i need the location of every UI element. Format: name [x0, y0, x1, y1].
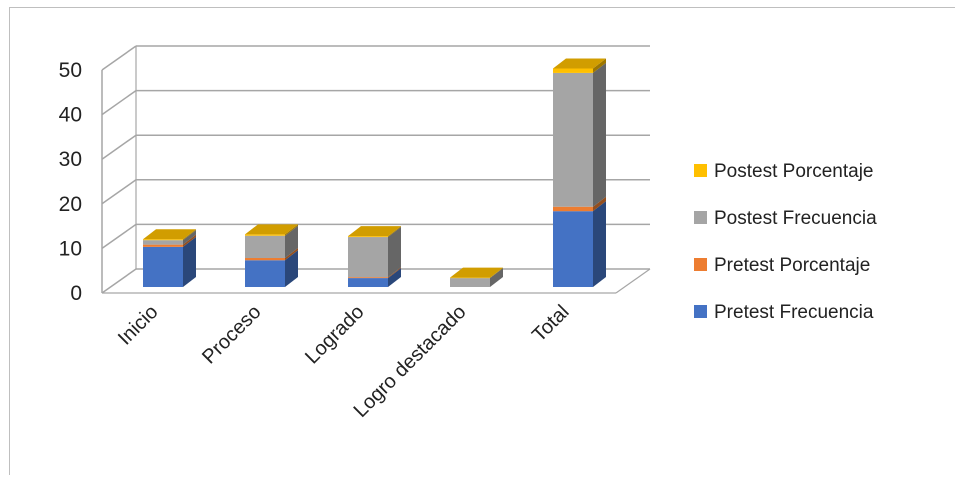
bar-front: [245, 235, 285, 259]
bar-front: [553, 68, 593, 73]
bar-segment: [348, 227, 401, 278]
bar-segment: [245, 250, 298, 287]
x-tick-label: Total: [528, 301, 573, 346]
bar-side: [490, 267, 503, 279]
bar-segment: [143, 229, 196, 241]
legend-swatch: [694, 258, 707, 271]
bar-segment: [450, 268, 503, 287]
bar-side: [183, 234, 196, 247]
gridline-diagonal: [101, 89, 137, 116]
bar-side: [490, 268, 503, 287]
bar-side: [388, 268, 401, 287]
bar-side: [388, 227, 401, 278]
gridline-diagonal: [101, 223, 137, 250]
bar-segment: [245, 224, 298, 236]
bar-front: [348, 278, 388, 287]
bar-top: [245, 224, 298, 235]
bars: [143, 58, 606, 287]
bar-side: [183, 229, 196, 241]
bar-side: [285, 224, 298, 236]
bar-side: [593, 58, 606, 73]
x-tick-label: Logro destacado: [350, 301, 471, 422]
bar-front: [348, 237, 388, 278]
bar-segment: [143, 236, 196, 287]
bar-segment: [348, 267, 401, 279]
bar-segment: [348, 268, 401, 287]
bar-segment: [553, 201, 606, 287]
legend-label: Postest Frecuencia: [714, 208, 877, 229]
bar-side: [593, 196, 606, 212]
gridline-diagonal: [101, 134, 137, 160]
bar-front: [143, 239, 183, 241]
bar-segment: [348, 226, 401, 238]
x-tick-label: Inicio: [114, 301, 163, 350]
bar-front: [348, 277, 388, 279]
y-tick-label: 40: [59, 104, 82, 127]
bar-top: [348, 226, 401, 237]
y-tick-label: 10: [59, 237, 82, 260]
bar-front: [143, 246, 183, 287]
y-tick-label: 0: [70, 282, 82, 305]
legend-swatch: [694, 164, 707, 177]
bar-front: [553, 206, 593, 212]
gridline-diagonal: [101, 268, 137, 294]
x-tick-label: Proceso: [198, 301, 265, 368]
bar-segment: [143, 230, 196, 245]
bar-segment: [553, 58, 606, 73]
bar-side: [285, 250, 298, 287]
bar-front: [245, 234, 285, 236]
bar-front: [450, 278, 490, 287]
y-tick-label: 20: [59, 193, 82, 216]
floor-edge-right: [615, 268, 651, 294]
bar-side: [183, 236, 196, 287]
bar-side: [285, 225, 298, 259]
legend: Postest Porcentaje Postest Frecuencia Pret…: [694, 161, 877, 323]
legend-swatch: [694, 211, 707, 224]
bar-segment: [553, 196, 606, 212]
bar-segment: [450, 267, 503, 279]
bar-side: [593, 62, 606, 207]
bar-front: [450, 277, 490, 279]
bar-segment: [143, 234, 196, 247]
bar-front: [245, 260, 285, 287]
bar-top: [450, 267, 503, 278]
bar-segment: [245, 225, 298, 259]
bar-front: [143, 240, 183, 245]
bar-side: [388, 267, 401, 279]
y-axis: 0 10 20 30 40 50: [59, 59, 82, 305]
legend-swatch: [694, 305, 707, 318]
bar-segment: [553, 62, 606, 207]
bar-front: [553, 72, 593, 207]
bar-top: [553, 58, 606, 69]
bar-side: [285, 248, 298, 261]
legend-label: Pretest Frecuencia: [714, 302, 874, 323]
bar-side: [183, 230, 196, 245]
bar-top: [143, 229, 196, 240]
bar-segment: [245, 248, 298, 261]
bar-front: [348, 236, 388, 238]
gridline-diagonal: [101, 45, 137, 71]
bar-front: [553, 211, 593, 287]
y-tick-label: 50: [59, 59, 82, 82]
legend-label: Postest Porcentaje: [714, 161, 873, 182]
y-tick-label: 30: [59, 148, 82, 171]
x-tick-label: Logrado: [301, 301, 368, 368]
bar-side: [388, 226, 401, 238]
legend-label: Pretest Porcentaje: [714, 255, 870, 276]
bar-side: [593, 201, 606, 287]
bar-front: [245, 258, 285, 261]
chart-frame: [9, 7, 955, 475]
bar-front: [143, 244, 183, 247]
gridline-diagonal: [101, 179, 137, 205]
